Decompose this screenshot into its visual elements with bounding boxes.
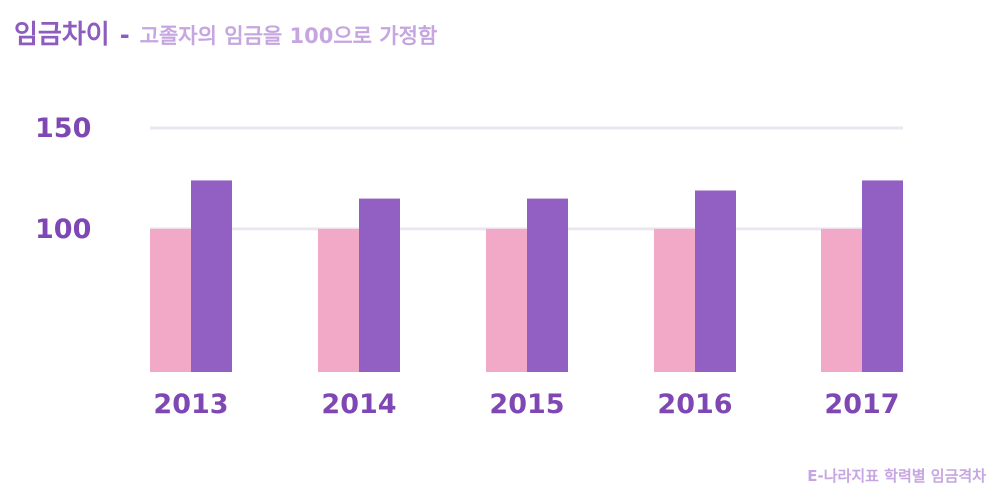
x-tick-label-2016: 2016 [657, 389, 732, 420]
bar-2016-series-1 [654, 228, 695, 372]
bar-2013-series-1 [150, 228, 191, 372]
bar-2014-series-1 [318, 228, 359, 372]
x-tick-label-2014: 2014 [321, 389, 396, 420]
x-tick-label-2015: 2015 [489, 389, 564, 420]
source-note: E-나라지표 학력별 임금격차 [807, 467, 986, 485]
bar-2014-series-2 [359, 198, 400, 372]
chart-subtitle: 고졸자의 임금을 100으로 가정함 [139, 24, 438, 48]
bar-2015-series-2 [527, 198, 568, 372]
chart-title: 임금차이 [14, 20, 110, 50]
x-tick-label-2013: 2013 [153, 389, 228, 420]
bar-2016-series-2 [695, 190, 736, 372]
x-tick-label-2017: 2017 [824, 389, 899, 420]
bar-2015-series-1 [486, 228, 527, 372]
y-tick-label-100: 100 [35, 214, 91, 245]
y-tick-label-150: 150 [35, 113, 91, 144]
bar-2017-series-2 [862, 180, 903, 372]
chart-title-block: 임금차이 - 고졸자의 임금을 100으로 가정함 [14, 14, 437, 54]
title-separator: - [119, 21, 130, 49]
bar-2013-series-2 [191, 180, 232, 372]
bar-2017-series-1 [821, 228, 862, 372]
